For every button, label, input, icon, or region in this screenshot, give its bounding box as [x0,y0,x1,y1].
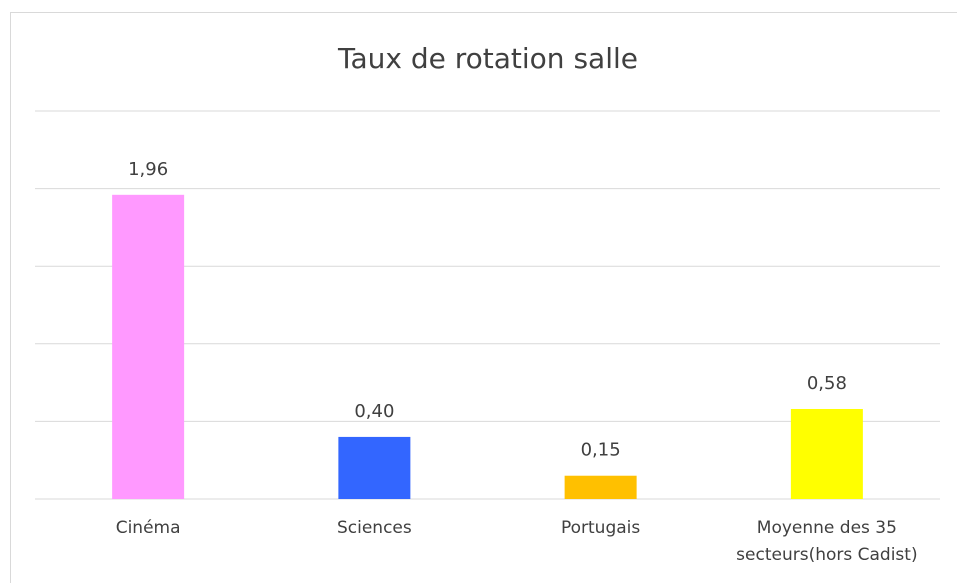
bar [564,475,637,499]
data-label: 0,15 [581,440,621,461]
bar [112,194,185,500]
x-tick-label: Sciences [336,518,412,538]
x-tick-label: Cinéma [115,518,181,538]
data-label: 0,40 [354,401,394,422]
data-label: 0,58 [807,373,847,394]
x-tick-label: Moyenne des 35 secteurs(hors Cadist) [736,518,918,565]
chart-title: Taux de rotation salle [337,42,638,75]
bar [790,408,863,499]
data-label: 1,96 [128,159,168,180]
x-tick-label: Portugais [560,518,641,538]
bar [338,436,411,499]
